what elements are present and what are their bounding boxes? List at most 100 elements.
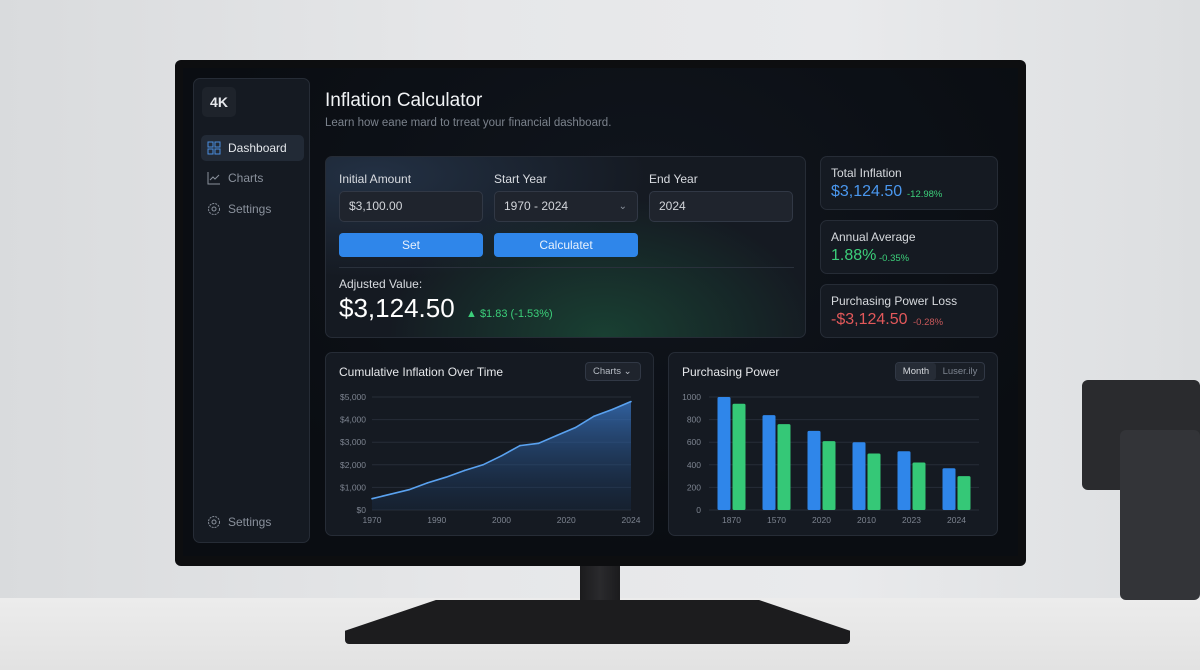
adjusted-change: ▲ $1.83 (-1.53%) [466,308,553,320]
bar [717,397,731,510]
chart-type-dropdown[interactable]: Charts ⌄ [585,362,641,381]
chart-title: Purchasing Power [682,365,780,379]
data-point [371,497,373,500]
data-point [537,442,540,445]
logo: 4K [202,87,236,117]
cumulative-inflation-card: Cumulative Inflation Over Time Charts ⌄ … [325,352,654,536]
calculator-card: Initial Amount Start Year End Year $3,10… [325,156,806,338]
x-tick-label: 1570 [767,515,786,525]
page-subtitle: Learn how eane mard to trreat your finan… [325,117,612,129]
data-point [556,434,558,437]
bar [852,442,866,510]
toggle-month[interactable]: Month [896,363,936,380]
start-year-label: Start Year [494,172,547,186]
stat-label: Purchasing Power Loss [831,294,958,308]
data-point [630,400,632,403]
sidebar-item-charts[interactable]: Charts [201,165,304,191]
area-chart: $0 $1,000 $2,000 $3,000 $4,000 $5,000 1970 1990… [340,392,641,525]
y-tick-label: 0 [696,505,701,515]
screen: 4K Dashboard Charts Settings Settings In… [183,68,1018,556]
sidebar-item-settings[interactable]: Settings [201,196,304,222]
y-tick-label: $1,000 [340,482,366,492]
bar [777,424,791,510]
adjusted-value: $3,124.50 [339,293,455,323]
sidebar-item-dashboard[interactable]: Dashboard [201,135,304,161]
bar [762,415,776,510]
gear-icon [208,516,220,528]
y-tick-label: $3,000 [340,437,366,447]
stat-delta: -0.28% [913,317,944,328]
stat-card-annual-average: Annual Average 1.88% -0.35% [820,220,998,274]
adjusted-value-label: Adjusted Value: [339,277,423,291]
monitor-base [345,600,850,644]
sidebar-item-label: Dashboard [228,141,287,155]
stat-label: Total Inflation [831,166,902,180]
bar [732,403,746,510]
sidebar-footer-settings[interactable]: Settings [201,509,304,535]
x-tick-label: 2024 [947,515,966,525]
data-point [463,469,466,472]
end-year-input[interactable]: 2024 [649,191,793,222]
calculate-button[interactable]: Calculatet [494,233,638,257]
sidebar: 4K Dashboard Charts Settings Settings [193,78,310,543]
stat-delta: -12.98% [907,189,943,200]
bar [807,430,821,510]
bar [912,462,926,510]
x-tick-label: 2010 [857,515,876,525]
initial-amount-input[interactable]: $3,100.00 [339,191,483,222]
bar [897,451,911,510]
chevron-down-icon: ⌄ [623,366,632,377]
start-year-select[interactable]: 1970 - 2024 ⌄ [494,191,638,222]
stat-card-total-inflation: Total Inflation $3,124.50 -12.98% [820,156,998,210]
data-point [408,488,410,491]
chart-title: Cumulative Inflation Over Time [339,365,504,379]
y-tick-label: 400 [687,460,701,470]
stat-value: 1.88% [831,247,877,264]
bar [867,453,881,510]
y-tick-label: 200 [687,482,701,492]
chevron-down-icon: ⌄ [618,201,627,212]
bar [957,476,971,510]
toggle-other[interactable]: Luser.ily [942,366,978,377]
y-tick-label: $5,000 [340,392,366,402]
divider [339,267,794,268]
bar-chart: 0 200 400 600 800 1000 1870 1570 2020 2010 2023 202… [682,392,979,525]
sidebar-item-label: Charts [228,171,264,185]
stat-value: $3,124.50 [831,183,903,200]
stat-delta: -0.35% [879,253,910,264]
x-tick-label: 1990 [427,515,446,525]
x-tick-label: 2020 [812,515,831,525]
data-point [593,415,595,418]
data-point [426,482,429,484]
data-point [519,444,521,447]
y-tick-label: $4,000 [340,415,366,425]
y-tick-label: 600 [687,437,701,447]
data-point [574,426,577,429]
gear-icon [208,203,220,215]
start-year-value: 1970 - 2024 [504,199,569,213]
set-button[interactable]: Set [339,233,483,257]
stat-label: Annual Average [831,230,916,244]
data-point [389,493,392,495]
line-chart-icon [207,172,220,185]
data-point [445,476,447,479]
x-tick-label: 1970 [363,515,382,525]
x-tick-label: 2023 [902,515,921,525]
bar [942,468,956,510]
y-tick-label: $0 [357,505,367,515]
dashboard-grid-icon [207,141,221,155]
area-fill [372,401,631,510]
y-tick-label: $2,000 [340,460,366,470]
period-toggle: Month Luser.ily [895,362,985,381]
dropdown-value: Charts [593,366,621,377]
stat-value: -$3,124.50 [831,311,908,328]
sidebar-item-label: Settings [228,202,272,216]
stat-card-purchasing-power-loss: Purchasing Power Loss -$3,124.50 -0.28% [820,284,998,338]
end-year-label: End Year [649,172,698,186]
bar [822,441,836,510]
x-tick-label: 2000 [492,515,511,525]
data-point [611,408,614,411]
y-tick-label: 1000 [682,392,701,402]
x-tick-label: 2020 [557,515,576,525]
purchasing-power-card: Purchasing Power Month Luser.ily 0 200 400… [668,352,998,536]
